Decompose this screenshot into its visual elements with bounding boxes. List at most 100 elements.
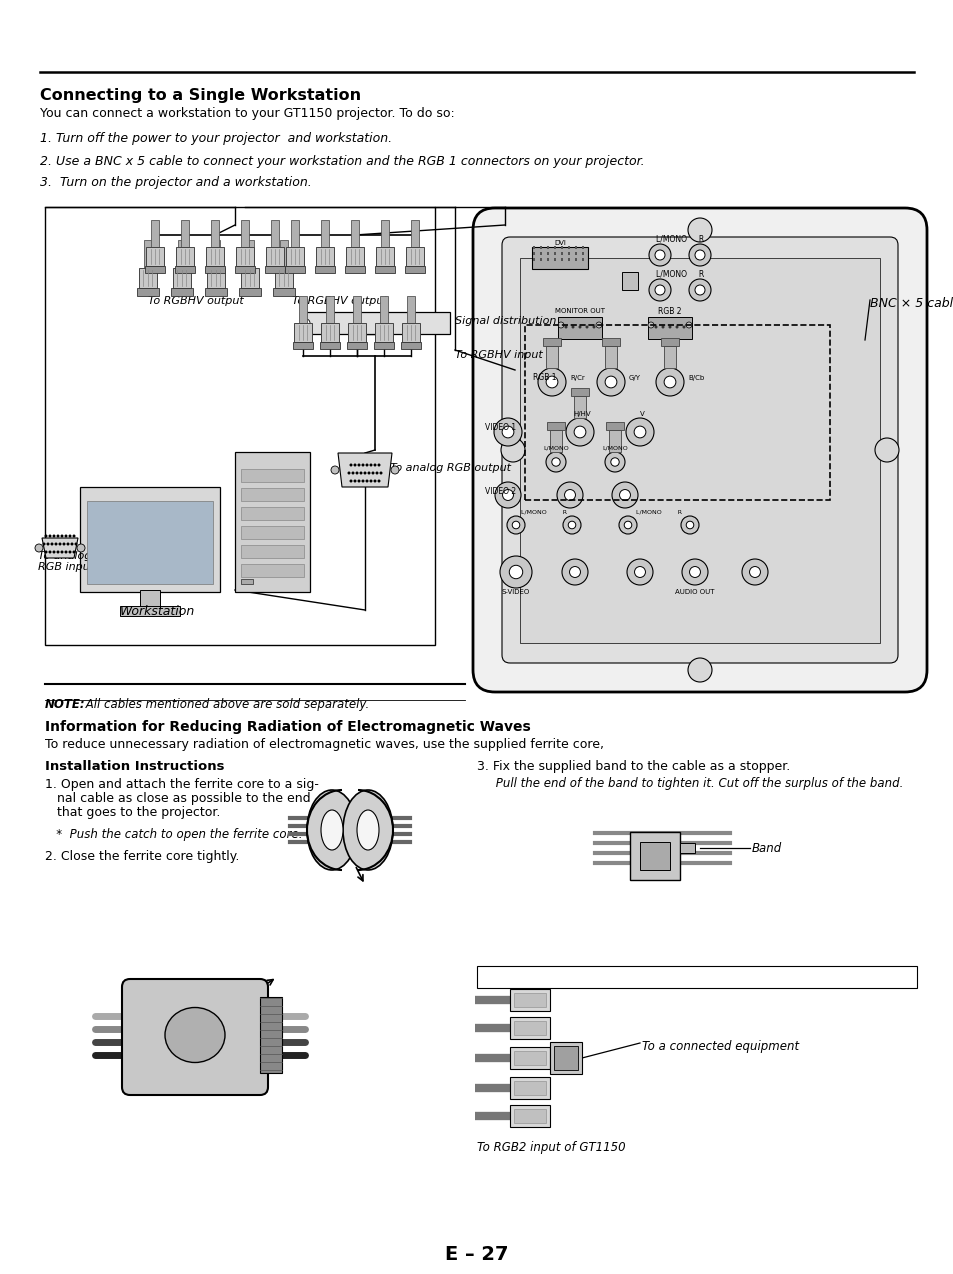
Circle shape [506,516,524,534]
Circle shape [564,489,575,501]
Bar [375,265,395,273]
Circle shape [551,457,559,466]
Bar [542,338,560,347]
Bar [381,220,389,247]
Bar [294,322,312,341]
Circle shape [569,567,579,577]
Text: L/MONO        R: L/MONO R [520,510,566,515]
Bar [546,246,548,248]
Circle shape [365,479,368,483]
Circle shape [561,559,587,585]
Bar [353,296,360,322]
Circle shape [377,479,380,483]
Circle shape [687,657,711,682]
Circle shape [695,250,704,260]
Circle shape [558,322,563,327]
Bar [241,220,249,247]
Bar [274,268,293,288]
Circle shape [354,464,356,466]
Bar [241,578,253,583]
Circle shape [500,438,524,462]
Circle shape [655,250,664,260]
Bar [264,265,285,273]
Circle shape [74,543,77,545]
Bar [663,347,676,368]
Text: 3.  Turn on the projector and a workstation.: 3. Turn on the projector and a workstati… [40,176,312,189]
Bar [206,247,223,265]
Ellipse shape [320,810,343,850]
Circle shape [35,544,43,552]
Bar [241,507,304,520]
Circle shape [71,543,73,545]
Bar [554,257,556,260]
Circle shape [648,245,670,266]
Bar [581,246,583,248]
Circle shape [374,464,376,466]
Text: To RGBHV input: To RGBHV input [455,350,542,361]
Text: All cables mentioned above are sold separately.: All cables mentioned above are sold sepa… [82,698,369,711]
Circle shape [663,376,675,387]
Text: 2. Use a BNC x 5 cable to connect your workstation and the RGB 1 connectors on y: 2. Use a BNC x 5 cable to connect your w… [40,155,644,168]
Circle shape [568,521,576,529]
Bar [144,240,152,268]
Bar [510,989,550,1012]
Bar [293,341,314,349]
Bar [476,966,916,989]
Bar [211,220,218,247]
Bar [260,998,282,1073]
Circle shape [369,464,372,466]
Circle shape [377,464,380,466]
Bar [514,1020,545,1034]
Circle shape [52,550,55,553]
Text: 1. Turn off the power to your projector  and workstation.: 1. Turn off the power to your projector … [40,132,392,145]
Bar [571,389,588,396]
Bar [236,247,253,265]
Bar [554,251,556,255]
Bar [351,220,358,247]
Text: nal cable as close as possible to the end: nal cable as close as possible to the en… [45,792,311,805]
Bar [539,257,541,260]
Text: 2. Close the ferrite core tightly.: 2. Close the ferrite core tightly. [45,850,239,862]
Circle shape [369,479,372,483]
Circle shape [495,482,520,508]
Circle shape [391,466,398,474]
Bar [241,564,304,577]
Text: To RGB2 input of GT1150: To RGB2 input of GT1150 [476,1142,625,1154]
Bar [411,220,418,247]
Circle shape [69,535,71,538]
Bar [510,1017,550,1040]
Bar [348,322,365,341]
Bar [514,992,545,1006]
Bar [550,431,561,452]
Circle shape [63,543,66,545]
Text: V: V [639,412,643,417]
Bar [679,843,695,854]
Bar [575,246,577,248]
Circle shape [359,471,362,474]
Bar [172,268,191,288]
Text: H/HV: H/HV [573,412,590,417]
Bar [376,247,394,265]
Circle shape [741,559,767,585]
Bar [241,469,304,482]
Bar [178,240,186,268]
Circle shape [49,535,51,538]
Circle shape [571,325,574,329]
Circle shape [604,452,624,471]
Circle shape [302,318,310,327]
Circle shape [331,466,338,474]
Circle shape [365,464,368,466]
Text: Installation Instructions: Installation Instructions [45,761,224,773]
Circle shape [592,325,595,329]
Bar [660,338,679,347]
Bar [80,487,220,592]
Circle shape [612,482,638,508]
Circle shape [58,543,61,545]
FancyBboxPatch shape [501,237,897,662]
Circle shape [564,325,567,329]
Circle shape [361,464,364,466]
Bar [533,257,535,260]
Circle shape [363,471,366,474]
Text: L/MONO: L/MONO [601,446,627,451]
Circle shape [49,550,51,553]
